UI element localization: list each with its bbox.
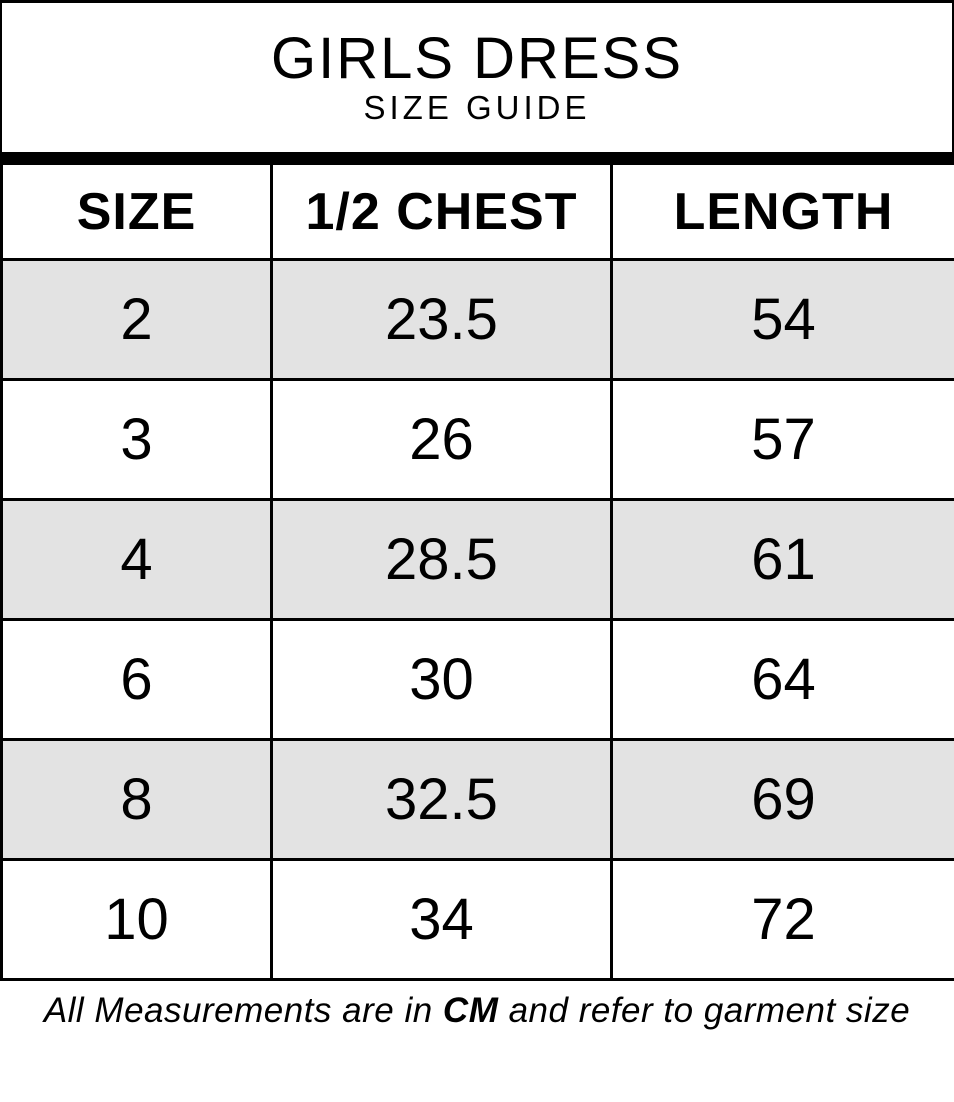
chest-cell: 34 bbox=[270, 858, 613, 981]
table-row: 8 32.5 69 bbox=[0, 738, 954, 861]
size-cell: 4 bbox=[0, 498, 273, 621]
chest-cell: 28.5 bbox=[270, 498, 613, 621]
note-unit: CM bbox=[442, 991, 499, 1030]
chest-cell: 23.5 bbox=[270, 258, 613, 381]
header-row: SIZE 1/2 CHEST LENGTH bbox=[0, 162, 954, 261]
column-header-chest: 1/2 CHEST bbox=[270, 162, 613, 261]
chest-cell: 32.5 bbox=[270, 738, 613, 861]
table-row: 2 23.5 54 bbox=[0, 258, 954, 381]
table-row: 3 26 57 bbox=[0, 378, 954, 501]
page-subtitle: SIZE GUIDE bbox=[363, 88, 591, 126]
size-cell: 3 bbox=[0, 378, 273, 501]
length-cell: 54 bbox=[610, 258, 954, 381]
length-cell: 64 bbox=[610, 618, 954, 741]
divider-band bbox=[0, 152, 954, 162]
column-header-size: SIZE bbox=[0, 162, 273, 261]
length-cell: 57 bbox=[610, 378, 954, 501]
length-cell: 69 bbox=[610, 738, 954, 861]
chest-cell: 30 bbox=[270, 618, 613, 741]
table-row: 6 30 64 bbox=[0, 618, 954, 741]
note-prefix: All Measurements are in bbox=[43, 991, 443, 1030]
size-cell: 8 bbox=[0, 738, 273, 861]
page-title: GIRLS DRESS bbox=[271, 25, 683, 91]
size-table: SIZE 1/2 CHEST LENGTH 2 23.5 54 3 26 57 … bbox=[0, 162, 954, 981]
size-guide-header: GIRLS DRESS SIZE GUIDE bbox=[0, 0, 954, 152]
size-cell: 2 bbox=[0, 258, 273, 381]
length-cell: 61 bbox=[610, 498, 954, 621]
table-row: 4 28.5 61 bbox=[0, 498, 954, 621]
length-cell: 72 bbox=[610, 858, 954, 981]
note-suffix: and refer to garment size bbox=[498, 991, 911, 1030]
table-row: 10 34 72 bbox=[0, 858, 954, 981]
size-cell: 6 bbox=[0, 618, 273, 741]
column-header-length: LENGTH bbox=[610, 162, 954, 261]
measurement-note: All Measurements are in CM and refer to … bbox=[0, 991, 954, 1031]
size-cell: 10 bbox=[0, 858, 273, 981]
chest-cell: 26 bbox=[270, 378, 613, 501]
